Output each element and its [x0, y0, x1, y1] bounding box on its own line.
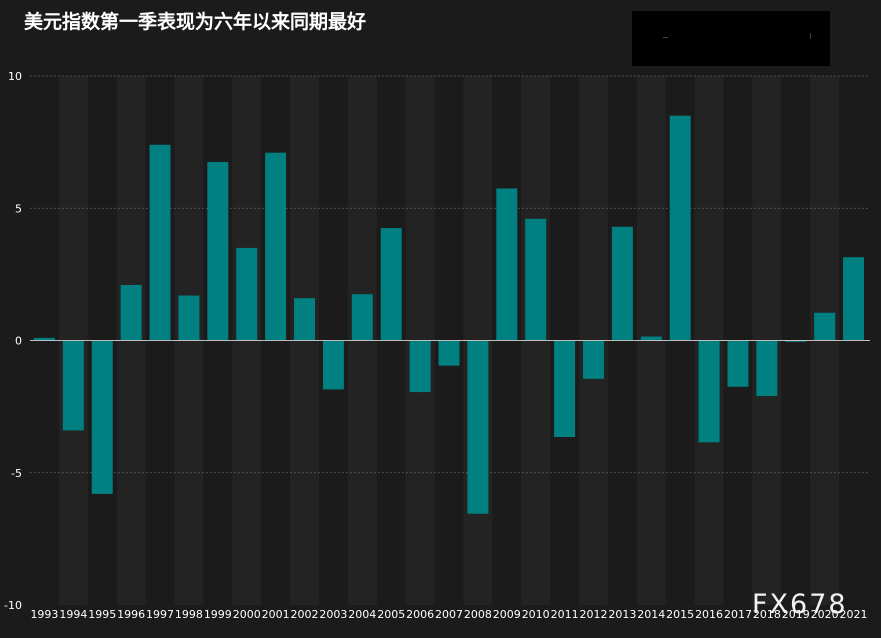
bar [525, 218, 547, 341]
x-axis-ticks: 1993 1994 1995 1996 1997 1998 1999 2000 2001 2002… [30, 608, 867, 621]
bar [669, 115, 691, 341]
y-tick-label: 5 [15, 202, 22, 215]
x-tick-label: 1995 [88, 608, 116, 621]
legend-mark-right [810, 33, 811, 39]
x-tick-label: 2002 [291, 608, 319, 621]
x-tick-label: 1993 [30, 608, 58, 621]
bar [785, 340, 807, 342]
bar [698, 340, 720, 443]
bar [178, 295, 200, 341]
bar [265, 152, 287, 341]
x-tick-label: 2009 [493, 608, 521, 621]
x-tick-label: 2004 [348, 608, 376, 621]
x-tick-label: 2017 [724, 608, 752, 621]
chart-title: 美元指数第一季表现为六年以来同期最好 [24, 10, 366, 33]
bar [814, 312, 836, 341]
x-tick-label: 2003 [319, 608, 347, 621]
y-tick-label: -10 [4, 599, 22, 612]
legend-box [632, 11, 830, 66]
x-tick-label: 2001 [262, 608, 290, 621]
x-tick-label: 2000 [233, 608, 261, 621]
bar [120, 284, 142, 341]
bar [756, 340, 778, 397]
x-tick-label: 2016 [695, 608, 723, 621]
x-tick-label: 2019 [782, 608, 810, 621]
bar [33, 337, 55, 341]
x-tick-label: 2013 [608, 608, 636, 621]
bar [236, 247, 258, 341]
bar [294, 298, 316, 341]
bars [33, 115, 865, 514]
x-tick-label: 1999 [204, 608, 232, 621]
bar [351, 294, 373, 341]
x-tick-label: 1994 [59, 608, 87, 621]
y-tick-label: 10 [8, 70, 22, 83]
watermark-logo: FX678 [752, 589, 848, 620]
y-axis-ticks: 10 5 0 -5 -10 [4, 70, 22, 612]
bar [91, 340, 113, 494]
x-tick-label: 2018 [753, 608, 781, 621]
bar [149, 144, 171, 341]
bar [582, 340, 604, 379]
bar [438, 340, 460, 366]
y-tick-label: 0 [15, 335, 22, 348]
x-tick-label: 2012 [579, 608, 607, 621]
x-tick-label: 1998 [175, 608, 203, 621]
x-tick-label: 2021 [840, 608, 868, 621]
bar [640, 336, 662, 341]
bar [322, 340, 344, 390]
bar [467, 340, 489, 514]
x-tick-label: 2015 [666, 608, 694, 621]
x-tick-label: 2005 [377, 608, 405, 621]
x-tick-label: 2007 [435, 608, 463, 621]
bar [727, 340, 749, 387]
x-tick-label: 1997 [146, 608, 174, 621]
x-tick-label: 2008 [464, 608, 492, 621]
x-tick-label: 2014 [637, 608, 665, 621]
bar [380, 228, 402, 341]
x-tick-label: 2020 [811, 608, 839, 621]
x-tick-label: 1996 [117, 608, 145, 621]
legend-mark [663, 37, 668, 38]
bar [496, 188, 518, 341]
bar [207, 161, 229, 341]
bar [409, 340, 431, 393]
y-tick-label: -5 [11, 467, 22, 480]
x-tick-label: 2006 [406, 608, 434, 621]
x-tick-label: 2010 [522, 608, 550, 621]
bar [843, 257, 865, 341]
bar [554, 340, 576, 438]
bar [611, 226, 633, 341]
bar [62, 340, 84, 431]
x-tick-label: 2011 [551, 608, 579, 621]
